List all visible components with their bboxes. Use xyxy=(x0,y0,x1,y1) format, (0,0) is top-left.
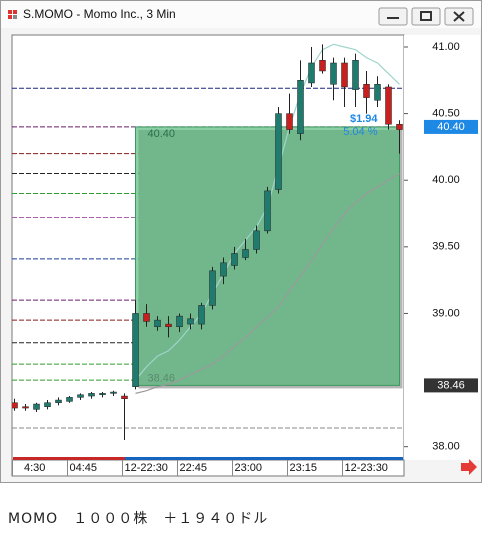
restore-glyph xyxy=(420,11,432,21)
x-tick-label: 4:30 xyxy=(24,462,45,474)
candle-body xyxy=(330,62,337,85)
y-tick-label: 41.00 xyxy=(432,41,460,53)
app-icon xyxy=(8,10,17,19)
x-tick-label: 23:00 xyxy=(235,462,263,474)
minimize-button[interactable] xyxy=(378,7,408,26)
y-tick-label: 39.00 xyxy=(432,307,460,319)
x-tick-label: 12-22:30 xyxy=(125,462,168,474)
candle-body xyxy=(297,80,304,134)
candle-body xyxy=(198,305,205,325)
candle-body xyxy=(363,84,370,98)
candle-body xyxy=(110,391,117,394)
candle-body xyxy=(99,393,106,395)
candle-body xyxy=(176,315,183,328)
candle-body xyxy=(143,313,150,322)
plot-layer: 40.40 38.46 $1.945.04 % xyxy=(12,43,404,441)
candle-body xyxy=(385,86,392,125)
candle-body xyxy=(44,402,51,407)
x-tick-label: 04:45 xyxy=(70,462,98,474)
candle-body xyxy=(286,113,293,130)
measure-change: $1.94 xyxy=(350,113,378,125)
restore-button[interactable] xyxy=(411,7,441,26)
candle-body xyxy=(319,60,326,72)
y-tick-label: 40.00 xyxy=(432,174,460,186)
axis-layer: 38.00 39.00 39.50 40.00 40.50 41.00 40.40 38.46… xyxy=(12,41,478,476)
chart-window: S.MOMO - Momo Inc., 3 Min 40.40 38.46 $1.9… xyxy=(0,0,482,483)
candle-body xyxy=(55,399,62,403)
candle-body xyxy=(220,262,227,277)
candle-body xyxy=(264,190,271,232)
candle-body xyxy=(88,393,95,397)
candle-body xyxy=(275,113,282,190)
measure-bottom-label: 38.46 xyxy=(148,372,176,384)
candle-body xyxy=(242,249,249,258)
candle-body xyxy=(165,323,172,328)
candle-body xyxy=(308,62,315,84)
x-tick-label: 22:45 xyxy=(180,462,208,474)
x-tick-label: 12-23:30 xyxy=(345,462,388,474)
candle-body xyxy=(66,397,73,402)
y-tick-label: 38.00 xyxy=(432,441,460,453)
measure-top-label: 40.40 xyxy=(148,128,176,140)
overlay-line xyxy=(135,173,400,394)
window-title: S.MOMO - Momo Inc., 3 Min xyxy=(23,7,176,21)
candle-body xyxy=(374,84,381,101)
price-marker-label: 38.46 xyxy=(437,379,465,391)
x-tick-label: 23:15 xyxy=(290,462,318,474)
session-strip-red xyxy=(13,457,125,460)
candle-body xyxy=(132,313,139,387)
measure-percent: 5.04 % xyxy=(343,126,377,138)
candle-body xyxy=(33,403,40,410)
candle-body xyxy=(352,60,359,90)
scroll-right-arrow[interactable] xyxy=(461,459,477,475)
caption: MOMO １０００株 ＋１９４０ドル xyxy=(8,511,269,527)
candle-body xyxy=(121,395,128,399)
price-marker xyxy=(424,119,478,134)
candle-body xyxy=(253,230,260,250)
close-glyph xyxy=(453,11,465,22)
candle-body xyxy=(396,124,403,130)
price-marker xyxy=(424,378,478,393)
candle-body xyxy=(341,62,348,88)
candle-body xyxy=(22,406,29,409)
y-tick-label: 40.50 xyxy=(432,108,460,120)
price-marker-label: 40.40 xyxy=(437,121,465,133)
candle-body xyxy=(187,318,194,325)
candle-body xyxy=(154,319,161,328)
candle-body xyxy=(77,394,84,398)
candle-body xyxy=(231,253,238,266)
candle-body xyxy=(209,270,216,306)
session-strip-blue xyxy=(125,457,403,460)
measure-box xyxy=(135,126,400,386)
y-tick-label: 39.50 xyxy=(432,241,460,253)
candle-body xyxy=(12,402,18,409)
